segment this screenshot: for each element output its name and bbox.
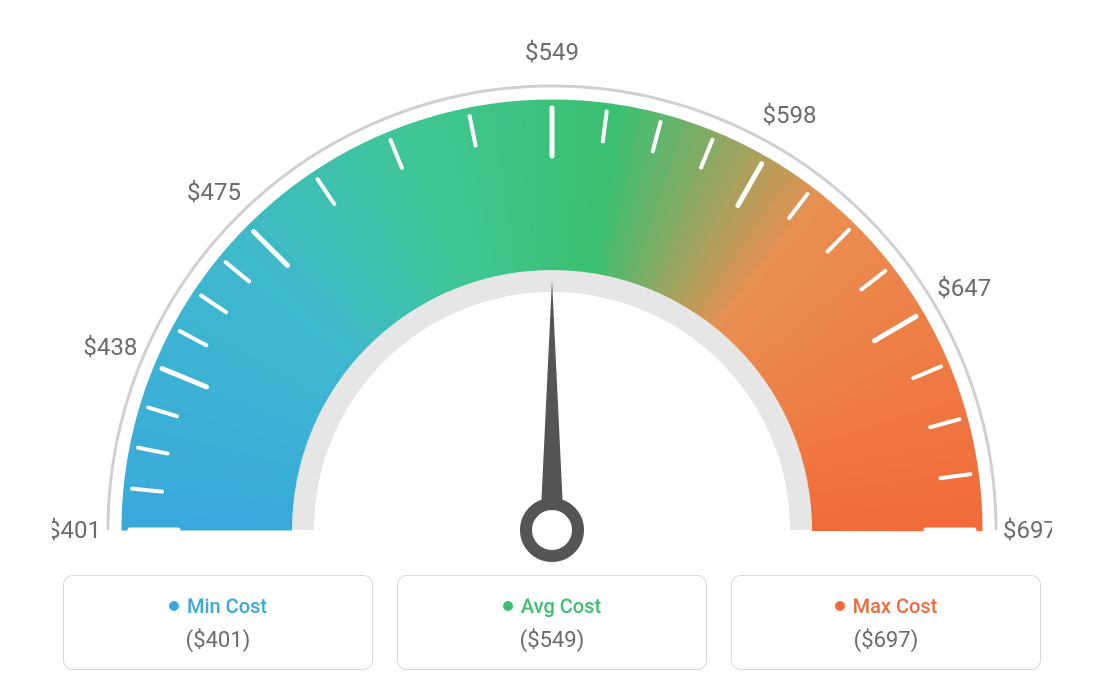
dot-icon [835,601,845,611]
legend-label-max: Max Cost [853,594,938,618]
svg-text:$598: $598 [763,101,817,129]
svg-text:$647: $647 [937,274,991,302]
legend-label-avg: Avg Cost [521,594,601,618]
legend-value-max: ($697) [732,628,1040,653]
cost-gauge: $401 $438 $475 $549 $598 $647 $697 [52,10,1052,570]
dot-icon [169,601,179,611]
legend-card-min: Min Cost ($401) [63,575,373,670]
svg-text:$697: $697 [1003,516,1052,544]
legend-row: Min Cost ($401) Avg Cost ($549) Max Cost… [63,575,1041,670]
svg-text:$549: $549 [525,38,579,66]
svg-text:$401: $401 [52,516,101,544]
legend-card-max: Max Cost ($697) [731,575,1041,670]
legend-card-avg: Avg Cost ($549) [397,575,707,670]
legend-value-avg: ($549) [398,628,706,653]
svg-text:$475: $475 [187,178,241,206]
legend-label-min: Min Cost [187,594,267,618]
svg-text:$438: $438 [83,333,137,361]
legend-value-min: ($401) [64,628,372,653]
dot-icon [503,601,513,611]
